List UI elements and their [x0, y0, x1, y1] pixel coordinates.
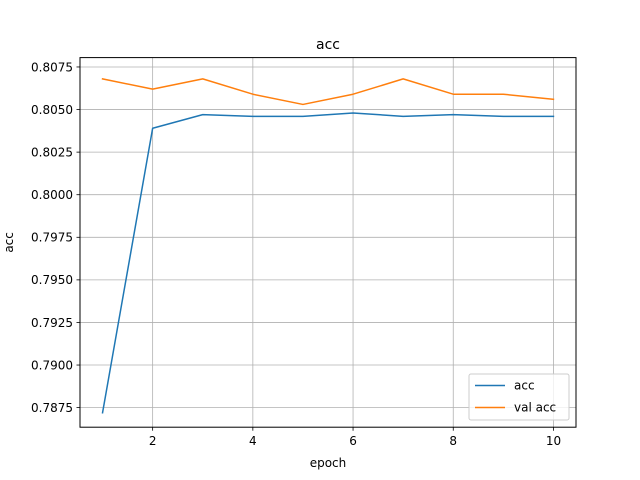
y-tick-label: 0.7900: [31, 358, 73, 372]
y-axis-ticks: 0.7875 0.7900 0.7925 0.7950 0.7975 0.8000 0.80…: [31, 60, 80, 415]
data-point-acc: [402, 115, 405, 118]
y-tick-label: 0.7975: [31, 231, 73, 245]
grid: [80, 57, 576, 428]
y-tick-label: 0.7875: [31, 401, 73, 415]
data-point-val-acc: [502, 93, 505, 96]
data-point-val-acc: [552, 98, 555, 101]
series-line-val-acc: [101, 78, 555, 106]
data-point-acc: [351, 111, 354, 114]
data-point-val-acc: [301, 103, 304, 106]
data-point-acc: [251, 115, 254, 118]
y-tick-label: 0.7925: [31, 316, 73, 330]
legend-label-val-acc: val acc: [514, 401, 556, 415]
y-axis-label: acc: [2, 232, 16, 253]
x-tick-label: 4: [249, 434, 257, 448]
data-point-acc: [552, 115, 555, 118]
data-point-val-acc: [452, 93, 455, 96]
data-point-val-acc: [251, 93, 254, 96]
data-point-acc: [151, 127, 154, 130]
y-tick-label: 0.8075: [31, 60, 73, 74]
x-tick-label: 8: [449, 434, 457, 448]
series-line-acc: [101, 112, 555, 414]
data-point-acc: [201, 113, 204, 116]
data-point-val-acc: [101, 77, 104, 80]
data-point-val-acc: [402, 77, 405, 80]
data-point-acc: [101, 411, 104, 414]
x-tick-label: 2: [149, 434, 157, 448]
y-tick-label: 0.8025: [31, 145, 73, 159]
y-tick-label: 0.8050: [31, 103, 73, 117]
plot-frame: [79, 57, 577, 428]
data-point-val-acc: [201, 77, 204, 80]
data-point-acc: [452, 113, 455, 116]
series-lines: [101, 77, 555, 414]
y-tick-label: 0.8000: [31, 188, 73, 202]
y-tick-label: 0.7950: [31, 273, 73, 287]
x-tick-label: 10: [546, 434, 561, 448]
legend: acc val acc: [468, 373, 570, 421]
data-point-acc: [301, 115, 304, 118]
data-point-val-acc: [351, 93, 354, 96]
legend-label-acc: acc: [514, 379, 535, 393]
x-axis-ticks: 2 4 6 8 10: [149, 427, 561, 448]
x-axis-label: epoch: [310, 456, 347, 470]
data-point-acc: [502, 115, 505, 118]
x-tick-label: 6: [349, 434, 357, 448]
data-point-val-acc: [151, 88, 154, 91]
chart-title: acc: [316, 37, 340, 53]
